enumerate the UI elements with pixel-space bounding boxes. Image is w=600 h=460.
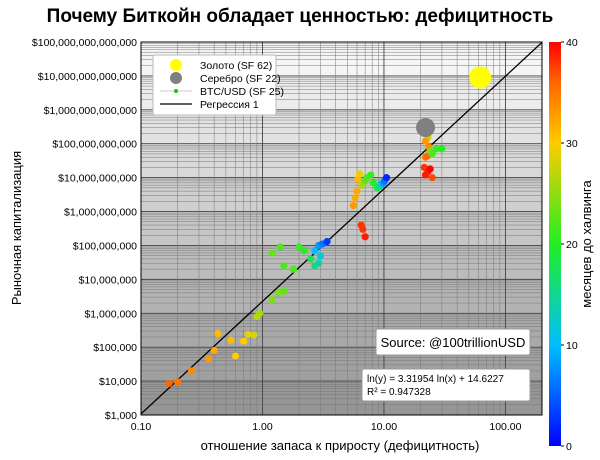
r-squared-text: R² = 0.947328 <box>367 387 431 398</box>
x-tick-label: 10.00 <box>371 421 397 433</box>
regression-equation-annotation: ln(y) = 3.31954 ln(x) + 14.6227 R² = 0.9… <box>361 368 531 402</box>
btc-data-point <box>315 259 323 267</box>
btc-data-point <box>280 287 288 295</box>
btc-data-point <box>428 174 436 182</box>
y-tick-label: $100,000,000,000,000 <box>32 37 137 49</box>
colorbar-tick-label: 30 <box>566 138 578 150</box>
btc-data-point <box>382 174 391 182</box>
x-tick-label: 1.00 <box>252 421 273 433</box>
btc-data-point <box>438 145 446 153</box>
y-tick-label: $10,000 <box>99 376 137 388</box>
legend-marker-btc <box>174 89 178 93</box>
y-tick-label: $100,000,000 <box>73 240 137 252</box>
btc-data-point <box>369 179 378 187</box>
btc-data-point <box>214 330 222 338</box>
btc-data-point <box>187 367 196 375</box>
colorbar-ticks: 0 10 20 30 40 <box>561 37 578 453</box>
btc-data-point <box>173 378 182 386</box>
silver-point <box>416 118 436 138</box>
btc-data-point <box>307 255 315 263</box>
regression-layer <box>141 42 542 415</box>
source-box <box>375 328 531 356</box>
legend-marker-gold <box>170 59 182 71</box>
y-tick-label: $1,000,000,000,000 <box>44 105 138 117</box>
background-band <box>141 279 542 314</box>
btc-data-point <box>323 237 331 246</box>
btc-data-point <box>353 187 361 195</box>
btc-data-point <box>295 243 303 251</box>
x-tick-label: 0.10 <box>131 421 152 433</box>
btc-data-point <box>349 201 357 210</box>
regression-line <box>141 42 542 415</box>
y-tick-labels: $1,000 $10,000 $100,000 $1,000,000 $10,000,0… <box>32 37 137 422</box>
legend-label-regression: Регрессия 1 <box>200 99 259 111</box>
colorbar-tick-label: 20 <box>566 239 578 251</box>
btc-data-point <box>355 170 364 178</box>
legend-marker-silver <box>170 72 182 84</box>
btc-data-point <box>274 289 282 297</box>
background-band <box>141 245 542 280</box>
legend-label-btc: BTC/USD (SF 25) <box>200 86 284 98</box>
colorbar-tick-label: 40 <box>566 37 578 49</box>
btc-data-point <box>359 225 367 233</box>
btc-data-point <box>351 194 359 202</box>
source-annotation: Source: @100trillionUSD <box>375 328 531 356</box>
btc-data-point <box>210 346 218 355</box>
y-tick-label: $10,000,000 <box>79 274 138 286</box>
btc-data-point <box>426 165 434 173</box>
background-band <box>141 143 542 178</box>
colorbar-tick-label: 10 <box>566 340 578 352</box>
y-tick-label: $1,000,000,000 <box>64 207 137 219</box>
btc-data-point <box>204 355 213 363</box>
colorbar-label: месяцев до халвинга <box>579 180 594 308</box>
btc-data-point <box>421 137 430 145</box>
btc-data-point <box>354 175 362 183</box>
legend-label-silver: Серебро (SF 22) <box>200 73 281 85</box>
btc-data-point <box>244 330 252 338</box>
gold-point <box>469 66 492 89</box>
y-tick-label: $100,000 <box>93 342 137 354</box>
y-tick-label: $100,000,000,000 <box>52 139 137 151</box>
btc-data-point <box>311 247 319 255</box>
y-tick-label: $10,000,000,000 <box>58 173 137 185</box>
y-axis-label: Рыночная капитализация <box>9 151 24 305</box>
equation-text: ln(y) = 3.31954 ln(x) + 14.6227 <box>367 374 504 385</box>
btc-data-point <box>250 331 258 339</box>
legend: Золото (SF 62) Серебро (SF 22) BTC/USD (… <box>152 54 284 116</box>
x-tick-labels: 0.10 1.00 10.00 100.00 <box>131 421 522 433</box>
btc-data-point <box>316 252 325 260</box>
btc-data-point <box>428 150 436 158</box>
equation-box <box>361 368 531 402</box>
source-text: Source: @100trillionUSD <box>381 335 526 350</box>
btc-data-point <box>165 379 173 388</box>
background-band <box>141 177 542 212</box>
btc-data-point <box>289 265 298 273</box>
btc-data-point <box>268 249 276 257</box>
x-tick-label: 100.00 <box>489 421 521 433</box>
colorbar <box>549 42 561 446</box>
legend-box <box>152 54 277 116</box>
btc-data-point <box>367 171 375 179</box>
data-points <box>165 66 492 388</box>
colorbar-tick-label: 0 <box>566 441 572 453</box>
x-axis-label: отношение запаса к приросту (дефицитност… <box>201 438 480 453</box>
btc-data-point <box>231 352 240 360</box>
btc-data-point <box>300 247 308 255</box>
chart-title: Почему Биткойн обладает ценностью: дефиц… <box>47 6 554 27</box>
y-tick-label: $1,000,000 <box>84 308 137 320</box>
legend-label-gold: Золото (SF 62) <box>200 60 272 72</box>
btc-data-point <box>280 262 288 270</box>
btc-data-point <box>432 145 440 153</box>
y-tick-label: $1,000 <box>105 410 137 422</box>
btc-data-point <box>227 336 235 344</box>
plot-frame <box>140 41 543 416</box>
btc-data-point <box>361 233 369 241</box>
btc-data-point <box>240 337 248 345</box>
btc-data-point <box>256 309 264 317</box>
btc-data-point <box>276 243 284 251</box>
y-tick-label: $10,000,000,000,000 <box>38 71 137 83</box>
btc-data-point <box>268 296 276 304</box>
